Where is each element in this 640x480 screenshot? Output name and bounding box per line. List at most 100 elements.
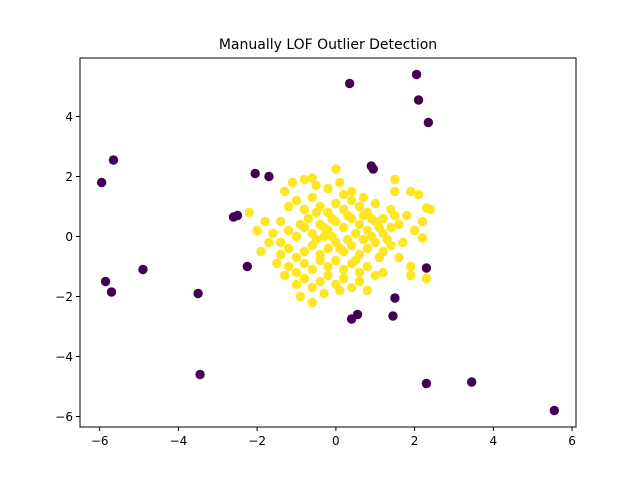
inlier-point xyxy=(358,192,369,203)
outlier-point xyxy=(232,210,243,221)
x-tick-label: 0 xyxy=(332,434,340,448)
inlier-point xyxy=(394,252,404,263)
inlier-point xyxy=(342,210,353,221)
inlier-point xyxy=(421,273,432,284)
inlier-point xyxy=(386,222,396,233)
inlier-point xyxy=(413,189,424,200)
chart-title: Manually LOF Outlier Detection xyxy=(219,37,437,53)
inlier-point xyxy=(283,225,294,236)
outlier-point xyxy=(96,177,107,188)
outlier-point xyxy=(242,261,252,272)
y-tick-label: −6 xyxy=(55,410,73,424)
inlier-point xyxy=(323,261,333,272)
inlier-point xyxy=(315,255,325,266)
inlier-point xyxy=(327,231,337,242)
inlier-point xyxy=(358,210,369,221)
inlier-point xyxy=(315,276,325,287)
inlier-point xyxy=(276,237,286,248)
outlier-point xyxy=(368,164,378,174)
x-tick-label: −4 xyxy=(170,434,188,448)
inlier-point xyxy=(307,173,317,183)
inlier-point xyxy=(303,213,314,224)
inlier-point xyxy=(405,270,416,281)
inlier-point xyxy=(335,243,345,254)
inlier-point xyxy=(291,231,302,242)
inlier-point xyxy=(331,198,341,209)
outlier-point xyxy=(108,155,119,165)
outlier-point xyxy=(100,276,111,287)
inlier-point xyxy=(405,261,416,272)
inlier-point xyxy=(421,203,432,213)
outlier-point xyxy=(413,95,424,105)
inlier-point xyxy=(378,267,388,278)
inlier-point xyxy=(323,243,333,254)
inlier-point xyxy=(390,186,400,197)
inlier-point xyxy=(362,261,373,272)
inlier-point xyxy=(272,258,282,269)
inlier-point xyxy=(291,195,302,206)
inlier-point xyxy=(370,270,380,281)
outlier-point xyxy=(423,117,434,128)
inlier-point xyxy=(382,234,392,245)
inlier-point xyxy=(398,237,408,248)
inlier-point xyxy=(311,180,321,191)
inlier-point xyxy=(339,189,349,200)
inlier-point xyxy=(350,228,361,239)
inlier-point xyxy=(311,234,321,245)
points-layer xyxy=(96,69,560,416)
inlier-point xyxy=(307,282,317,293)
outlier-point xyxy=(344,78,355,89)
inlier-point xyxy=(323,183,333,194)
y-tick-label: 0 xyxy=(65,230,73,244)
y-tick-label: 4 xyxy=(65,110,73,124)
x-tick-label: 6 xyxy=(568,434,576,448)
inlier-point xyxy=(354,219,365,230)
inlier-point xyxy=(295,291,306,302)
inlier-point xyxy=(390,174,400,185)
inlier-point xyxy=(295,219,306,230)
x-tick-label: 2 xyxy=(411,434,419,448)
inlier-point xyxy=(366,213,376,224)
inlier-point xyxy=(276,216,286,227)
inlier-point xyxy=(417,233,428,243)
inlier-point xyxy=(244,207,254,218)
inlier-point xyxy=(354,276,365,287)
inlier-point xyxy=(362,243,373,254)
inlier-point xyxy=(256,246,266,257)
inlier-point xyxy=(268,228,278,239)
inlier-point xyxy=(264,237,274,248)
inlier-point xyxy=(291,267,302,278)
inlier-point xyxy=(417,216,428,227)
y-tick-label: 2 xyxy=(65,170,73,184)
inlier-point xyxy=(319,288,329,299)
outlier-point xyxy=(549,405,560,416)
inlier-point xyxy=(319,222,329,233)
inlier-point xyxy=(346,282,357,293)
inlier-point xyxy=(346,186,357,197)
inlier-point xyxy=(291,252,302,263)
inlier-point xyxy=(362,285,373,296)
inlier-point xyxy=(287,177,298,188)
inlier-point xyxy=(350,255,361,266)
inlier-point xyxy=(299,246,310,257)
inlier-point xyxy=(280,270,290,281)
inlier-point xyxy=(327,213,337,224)
inlier-point xyxy=(409,225,420,236)
outlier-point xyxy=(390,293,400,303)
inlier-point xyxy=(291,279,302,290)
outlier-point xyxy=(250,168,260,179)
outlier-point xyxy=(195,369,205,380)
inlier-point xyxy=(394,219,404,230)
outlier-point xyxy=(466,377,477,387)
inlier-point xyxy=(339,222,349,233)
y-tick-label: −4 xyxy=(55,350,73,364)
inlier-point xyxy=(299,273,310,284)
inlier-point xyxy=(299,258,310,269)
outlier-point xyxy=(346,314,357,324)
inlier-point xyxy=(354,267,365,278)
outlier-point xyxy=(421,263,432,273)
inlier-point xyxy=(311,207,321,218)
inlier-point xyxy=(405,186,416,197)
y-tick-label: −2 xyxy=(55,290,73,304)
inlier-point xyxy=(354,201,365,212)
